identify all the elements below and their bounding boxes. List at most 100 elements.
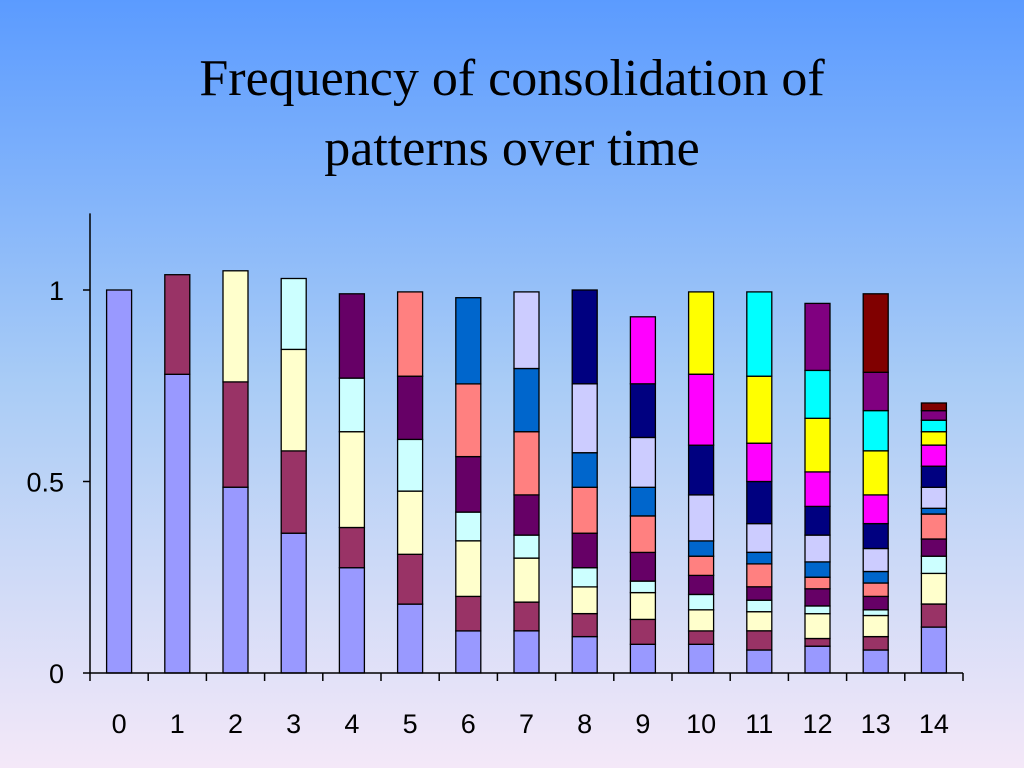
x-tick-label: 5 bbox=[403, 709, 418, 739]
bar-segment-6-0 bbox=[455, 630, 482, 674]
bar-segment-14-0 bbox=[920, 626, 948, 674]
bar-segment-9-6 bbox=[629, 486, 657, 517]
bar-segment-7-7 bbox=[513, 291, 540, 370]
bar-segment-11-3 bbox=[746, 599, 773, 613]
bar-segment-13-3 bbox=[862, 609, 889, 617]
bar-segment-10-1 bbox=[687, 630, 715, 645]
bar-segment-11-8 bbox=[746, 480, 773, 525]
bar-segment-13-7 bbox=[862, 547, 889, 573]
bar-segment-14-5 bbox=[920, 513, 948, 540]
bar-segment-3-1 bbox=[280, 450, 307, 534]
x-tick-label: 12 bbox=[802, 709, 832, 739]
bar-segment-7-2 bbox=[513, 557, 540, 603]
y-tick-label: 0.5 bbox=[26, 468, 64, 498]
bar-segment-14-1 bbox=[920, 603, 948, 628]
bar-segment-10-7 bbox=[687, 494, 715, 542]
bar-segment-6-1 bbox=[455, 595, 482, 632]
y-tick-label: 1 bbox=[49, 276, 64, 306]
bar-segment-5-4 bbox=[396, 375, 424, 441]
bar-segment-4-2 bbox=[338, 431, 366, 529]
bar-segment-7-6 bbox=[513, 367, 540, 433]
bar-segment-12-6 bbox=[804, 561, 831, 578]
bar-segment-8-5 bbox=[571, 486, 598, 534]
x-tick-label: 7 bbox=[519, 709, 534, 739]
y-tick-label: 0 bbox=[49, 659, 64, 689]
bar-segment-14-10 bbox=[920, 431, 948, 446]
bar-segment-11-4 bbox=[746, 586, 773, 601]
bar-segment-6-4 bbox=[455, 455, 482, 513]
bar-segment-14-13 bbox=[920, 402, 948, 412]
bar-segment-1-0 bbox=[164, 373, 191, 674]
x-tick-label: 4 bbox=[344, 709, 359, 739]
bar-segment-5-2 bbox=[396, 490, 424, 555]
bar-segment-11-2 bbox=[746, 611, 773, 632]
bar-segment-7-3 bbox=[513, 534, 540, 559]
bar-segment-5-3 bbox=[396, 438, 424, 492]
axes bbox=[83, 213, 964, 681]
x-tick-label: 0 bbox=[112, 709, 127, 739]
bar-segment-7-4 bbox=[513, 494, 540, 536]
bar-segment-13-8 bbox=[862, 522, 889, 550]
bar-segment-10-2 bbox=[687, 609, 715, 632]
bar-segment-2-2 bbox=[222, 270, 249, 383]
bar-segment-14-2 bbox=[920, 572, 948, 605]
bar-segment-9-2 bbox=[629, 591, 657, 621]
bar-segment-11-1 bbox=[746, 630, 773, 651]
bar-segment-13-12 bbox=[862, 371, 889, 412]
bar-segment-12-12 bbox=[804, 302, 831, 372]
bar-segment-14-6 bbox=[920, 507, 948, 515]
bar-segment-14-7 bbox=[920, 486, 948, 509]
bar-segment-13-11 bbox=[862, 409, 889, 452]
bar-segment-14-11 bbox=[920, 419, 948, 433]
bar-segment-9-9 bbox=[629, 316, 657, 385]
bar-segment-13-0 bbox=[862, 649, 889, 674]
bar-segment-8-4 bbox=[571, 532, 598, 569]
bar-segment-12-5 bbox=[804, 576, 831, 590]
bar-segment-11-7 bbox=[746, 522, 773, 553]
bar-segment-12-7 bbox=[804, 534, 831, 563]
bar-segment-10-5 bbox=[687, 555, 715, 577]
x-tick-label: 8 bbox=[577, 709, 592, 739]
bar-segment-5-0 bbox=[396, 603, 424, 674]
bar-segment-9-5 bbox=[629, 515, 657, 554]
bar-segment-14-3 bbox=[920, 555, 948, 575]
bar-segment-6-2 bbox=[455, 540, 482, 598]
bar-segment-14-12 bbox=[920, 409, 948, 421]
x-tick-label: 10 bbox=[686, 709, 716, 739]
bar-segment-5-1 bbox=[396, 553, 424, 605]
bar-segment-13-6 bbox=[862, 570, 889, 584]
bar-segment-7-0 bbox=[513, 630, 540, 674]
bar-segment-12-3 bbox=[804, 605, 831, 615]
bar-segment-10-0 bbox=[687, 643, 715, 674]
bar-segment-12-8 bbox=[804, 505, 831, 536]
bar-segment-2-1 bbox=[222, 381, 249, 488]
bar-segment-9-1 bbox=[629, 618, 657, 645]
bar-segment-12-9 bbox=[804, 471, 831, 508]
bar-segment-13-2 bbox=[862, 614, 889, 638]
bar-stacks bbox=[105, 270, 948, 674]
bar-segment-11-11 bbox=[746, 291, 773, 377]
bar-segment-7-5 bbox=[513, 431, 540, 496]
x-tick-label: 14 bbox=[919, 709, 949, 739]
bar-segment-13-5 bbox=[862, 582, 889, 598]
bar-segment-12-2 bbox=[804, 612, 831, 640]
bar-segment-2-0 bbox=[222, 486, 249, 674]
x-tick-label: 3 bbox=[286, 709, 301, 739]
bar-segment-11-0 bbox=[746, 649, 773, 674]
bar-segment-14-4 bbox=[920, 538, 948, 557]
bar-segment-9-7 bbox=[629, 436, 657, 488]
bar-segment-3-0 bbox=[280, 532, 307, 674]
bar-segment-3-2 bbox=[280, 348, 307, 452]
bar-segment-13-10 bbox=[862, 450, 889, 496]
bar-segment-3-3 bbox=[280, 277, 307, 351]
bar-segment-4-0 bbox=[338, 567, 366, 674]
bar-segment-13-13 bbox=[862, 293, 889, 373]
chart-title: Frequency of consolidation of patterns o… bbox=[0, 44, 1024, 184]
bar-segment-14-8 bbox=[920, 465, 948, 488]
bar-segment-9-8 bbox=[629, 383, 657, 439]
bar-segment-8-0 bbox=[571, 635, 598, 674]
bar-segment-12-10 bbox=[804, 417, 831, 473]
bar-segment-6-3 bbox=[455, 511, 482, 542]
bar-segment-9-3 bbox=[629, 580, 657, 594]
